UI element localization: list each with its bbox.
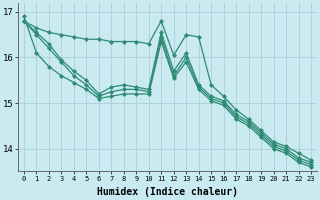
X-axis label: Humidex (Indice chaleur): Humidex (Indice chaleur)	[97, 187, 238, 197]
